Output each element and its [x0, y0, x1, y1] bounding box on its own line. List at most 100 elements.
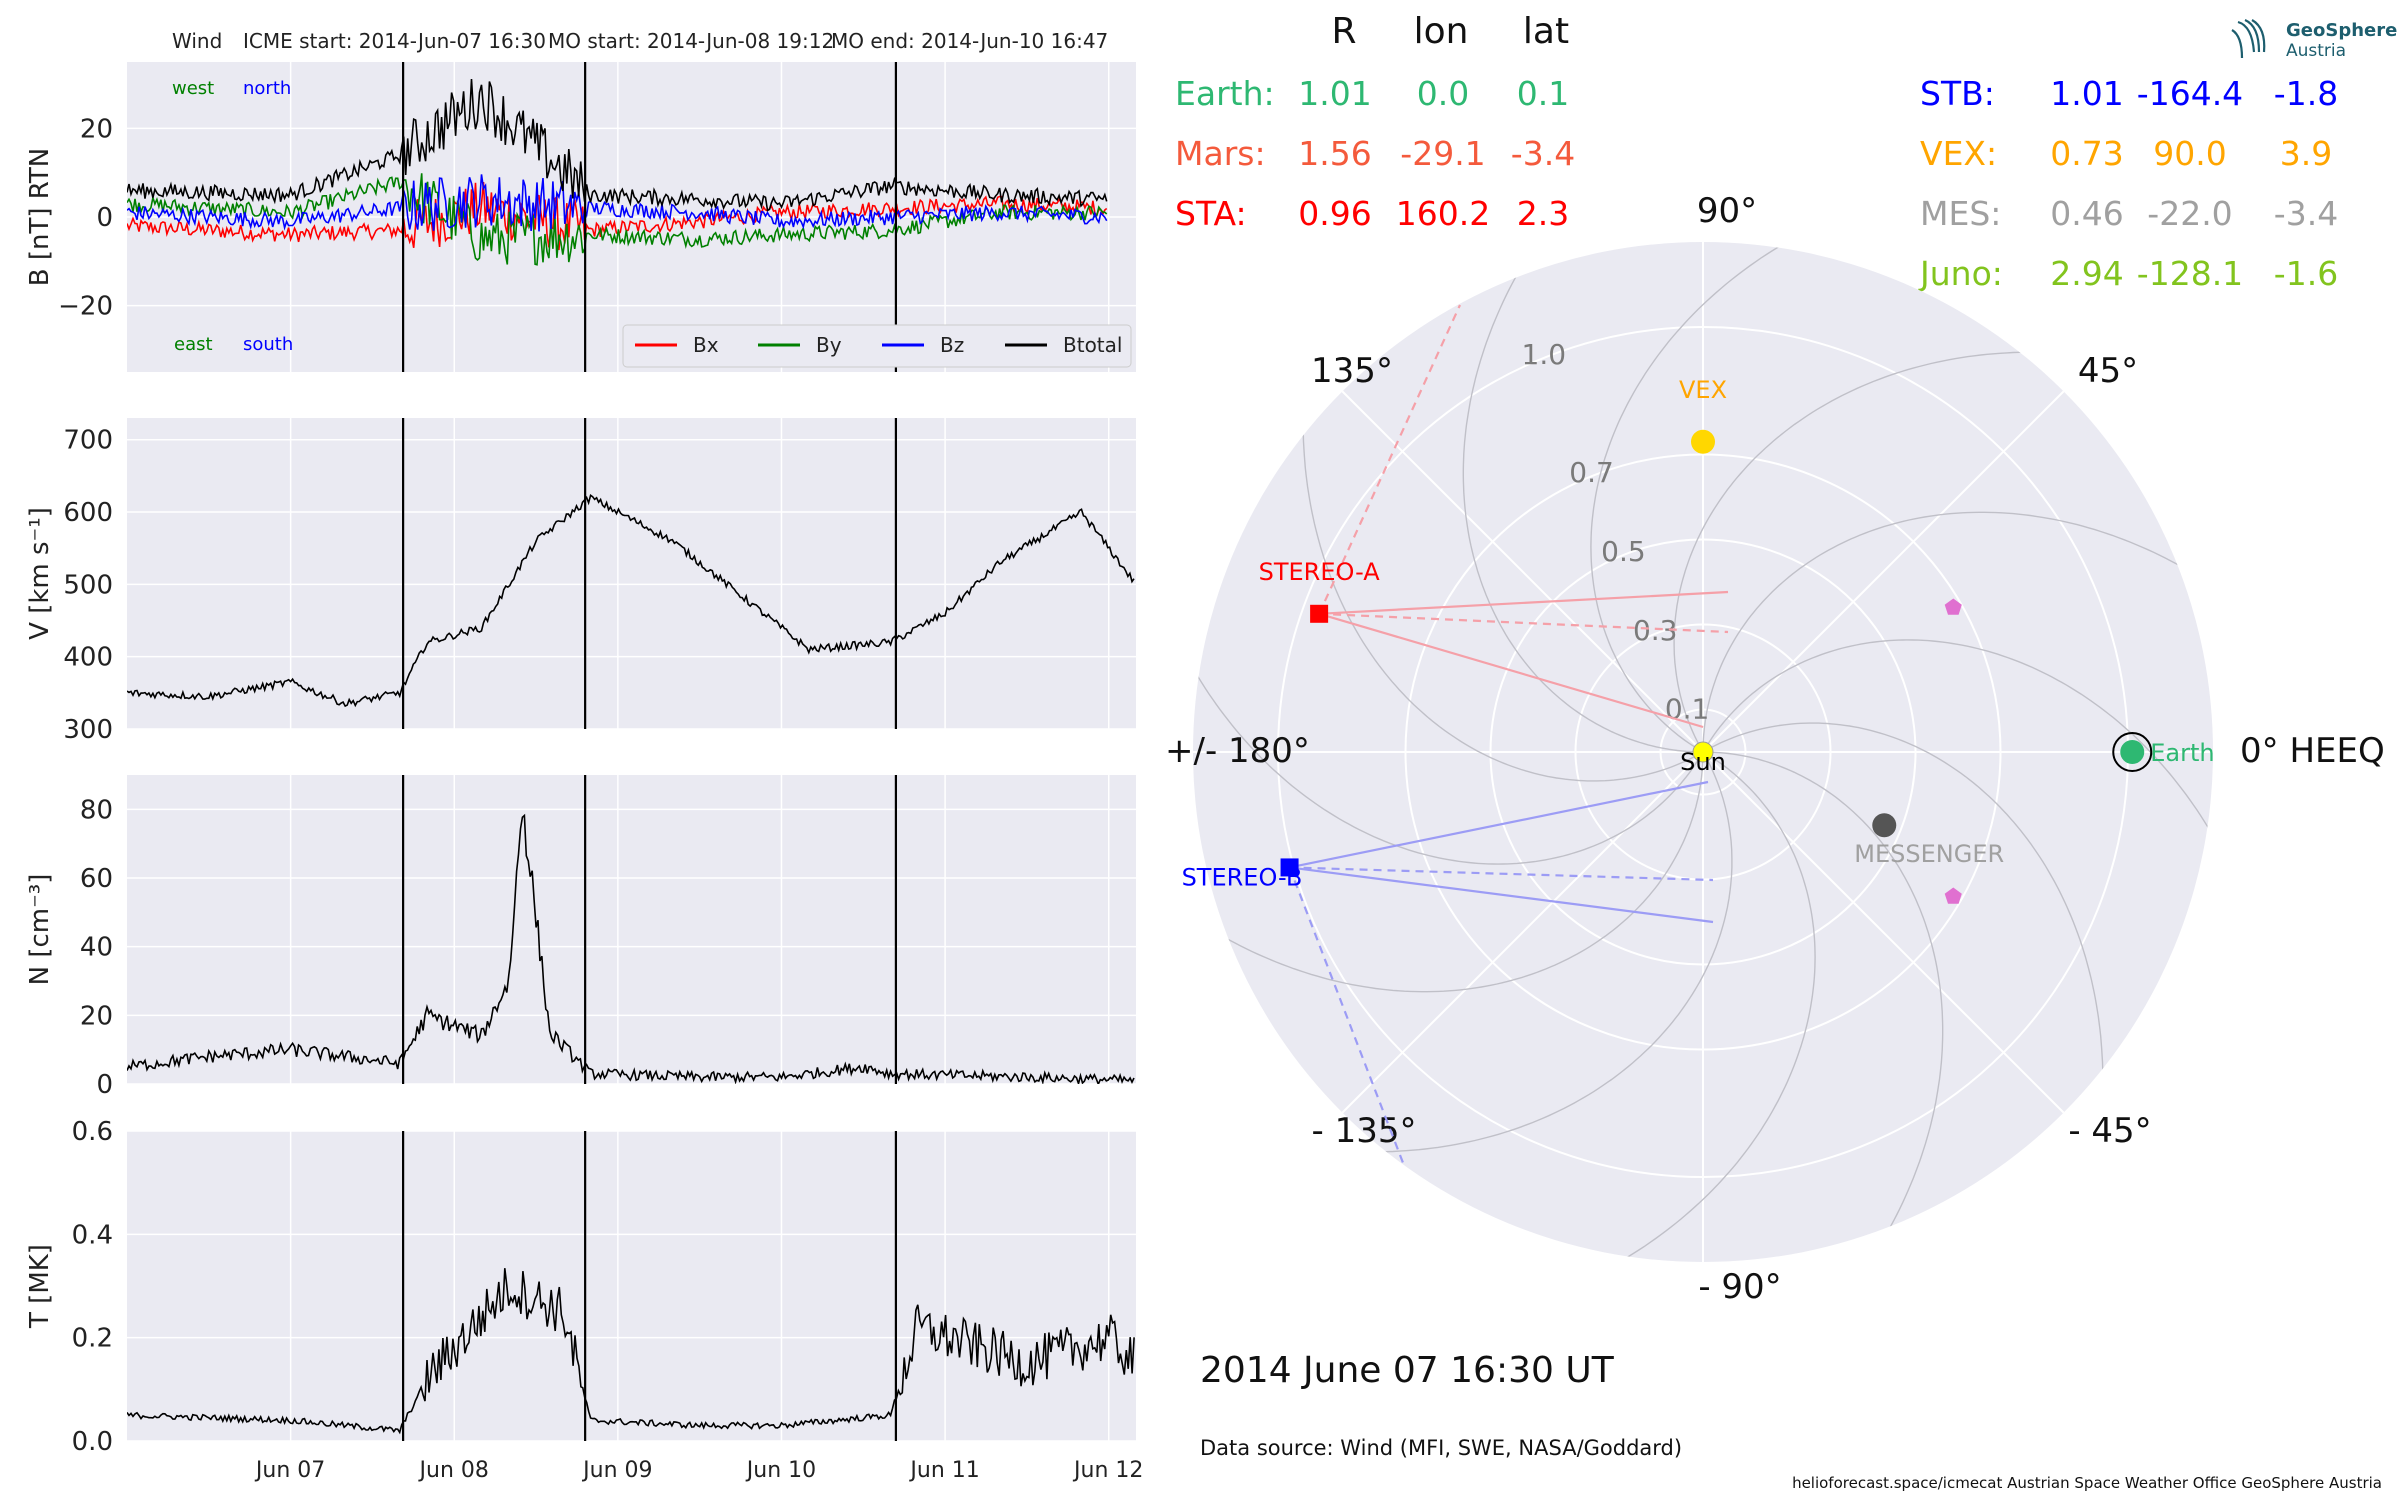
- legend: Bx By Bz Btotal: [622, 324, 1132, 368]
- radial-tick-label: 0.7: [1569, 456, 1614, 489]
- table-header: R: [1331, 11, 1356, 52]
- earth-ring: [2112, 732, 2153, 772]
- table-row-name: Juno:: [1918, 254, 2003, 293]
- legend-label: Bx: [693, 333, 719, 357]
- sun-label: Sun: [1680, 748, 1726, 776]
- table-cell-lon: 90.0: [2153, 134, 2226, 173]
- x-tick-label: Jun 07: [254, 1458, 325, 1483]
- x-tick-label: Jun 10: [745, 1458, 816, 1483]
- table-cell-r: 0.73: [2050, 134, 2123, 173]
- table-cell-lat: 0.1: [1517, 74, 1569, 113]
- vex-label: VEX: [1679, 376, 1727, 404]
- icme-start: ICME start: 2014-Jun-07 16:30: [243, 29, 546, 53]
- parker-spiral: [1462, 254, 1695, 753]
- angle-label: - 90°: [1698, 1267, 1781, 1307]
- y-tick-label: 80: [80, 795, 113, 825]
- parker-spiral: [1604, 755, 1816, 1262]
- parker-spiral: [1711, 751, 1944, 1250]
- polar-spoke: [1341, 751, 1704, 1114]
- radial-tick-label: 1.0: [1522, 338, 1567, 371]
- parker-spiral: [1590, 242, 1802, 749]
- series-line-Btotal: [127, 79, 1108, 212]
- panel-B: 20 0 −20B [nT] RTN west north east south Bx By Bz…: [25, 62, 1136, 372]
- stereo-a-label: STEREO-A: [1259, 558, 1381, 586]
- table-cell-r: 0.46: [2050, 194, 2123, 233]
- sta-fov-line: [1319, 612, 1729, 634]
- table-cell-r: 1.01: [1298, 74, 1371, 113]
- table-cell-lat: -3.4: [2274, 194, 2338, 233]
- sun-marker: [1692, 741, 1714, 763]
- table-row-name: Earth:: [1175, 74, 1275, 113]
- sta-fov-line: [1318, 304, 1462, 615]
- datetime-label: 2014 June 07 16:30 UT: [1200, 1350, 1615, 1391]
- table-header: lat: [1523, 11, 1569, 52]
- earth-label: Earth: [2150, 739, 2214, 767]
- angle-label: +/- 180°: [1165, 731, 1310, 771]
- spacecraft-name: Wind: [172, 29, 222, 53]
- panel-N: 80 60 40 20 0 N [cm⁻³]: [25, 775, 1136, 1100]
- y-tick-label: 0.2: [72, 1324, 113, 1354]
- table-cell-lat: 3.9: [2280, 134, 2332, 173]
- y-tick-label: 0.4: [72, 1220, 113, 1250]
- x-tick-label: Jun 08: [418, 1458, 489, 1483]
- earth-marker: [2120, 740, 2145, 764]
- table-cell-lat: 2.3: [1517, 194, 1569, 233]
- table-row-name: Mars:: [1175, 134, 1266, 173]
- y-tick-label: 400: [63, 643, 113, 673]
- y-tick-label: 0.0: [72, 1427, 113, 1457]
- angle-label: 135°: [1311, 351, 1393, 391]
- annot-west: west: [172, 78, 214, 99]
- panel-background: [127, 1131, 1136, 1441]
- vex-marker: [1691, 429, 1715, 454]
- angle-label: 0° HEEQ: [2240, 731, 2385, 771]
- table-cell-lon: 0.0: [1417, 74, 1469, 113]
- series-line-V: [127, 493, 1135, 708]
- angle-label: - 135°: [1312, 1111, 1417, 1151]
- series-line-By: [127, 173, 1108, 266]
- table-cell-r: 0.96: [1298, 194, 1371, 233]
- y-axis-label: B [nT] RTN: [25, 148, 55, 287]
- table-row-name: STB:: [1920, 74, 1995, 113]
- legend-label: Btotal: [1063, 333, 1122, 357]
- panel-T: 0.6 0.4 0.2 0.0 T [MK] Jun 07 Jun 08 Jun 09 Jun …: [25, 1117, 1143, 1483]
- legend-label: Bz: [940, 333, 964, 357]
- table-cell-lon: -128.1: [2137, 254, 2243, 293]
- parker-spiral: [1359, 759, 1733, 1153]
- data-source-label: Data source: Wind (MFI, SWE, NASA/Goddar…: [1200, 1436, 1682, 1460]
- y-tick-label: 60: [80, 864, 113, 894]
- x-tick-label: Jun 12: [1072, 1458, 1143, 1483]
- polar-spoke: [1702, 390, 2065, 753]
- stereo-b-label: STEREO-B: [1182, 863, 1303, 891]
- angle-label: 90°: [1697, 191, 1757, 231]
- messenger-marker: [1872, 813, 1897, 838]
- table-cell-lat: -3.4: [1511, 134, 1575, 173]
- credits-label: helioforecast.space/icmecat Austrian Spa…: [1792, 1474, 2382, 1492]
- parker-spiral: [1205, 760, 1704, 993]
- table-cell-r: 1.56: [1298, 134, 1371, 173]
- logo-icon: [2231, 18, 2266, 59]
- parker-spiral: [1710, 722, 2104, 1096]
- messenger-label: MESSENGER: [1854, 840, 2004, 868]
- header-title: Wind ICME start: 2014-Jun-07 16:30 MO st…: [172, 29, 1108, 53]
- panel-background: [127, 418, 1136, 729]
- polar-spoke: [1341, 390, 1704, 753]
- parker-spiral: [1702, 511, 2201, 744]
- pentagon-marker: [1944, 887, 1962, 904]
- angle-label: - 45°: [2068, 1111, 2151, 1151]
- legend-label: By: [816, 333, 842, 357]
- polar-spoke: [1702, 751, 2065, 1114]
- stb-fov-line: [1288, 867, 1407, 1169]
- stb-fov-line: [1289, 780, 1709, 869]
- parker-spiral: [1706, 639, 2213, 851]
- y-tick-label: 20: [80, 1001, 113, 1031]
- y-tick-label: 600: [63, 498, 113, 528]
- stb-fov-line: [1289, 866, 1714, 924]
- sta-fov-line: [1318, 612, 1704, 729]
- stereo-a-marker: [1310, 604, 1329, 623]
- series-line-N: [127, 813, 1135, 1084]
- mo-start: MO start: 2014-Jun-08 19:12: [548, 29, 834, 53]
- sta-fov-line: [1319, 590, 1729, 615]
